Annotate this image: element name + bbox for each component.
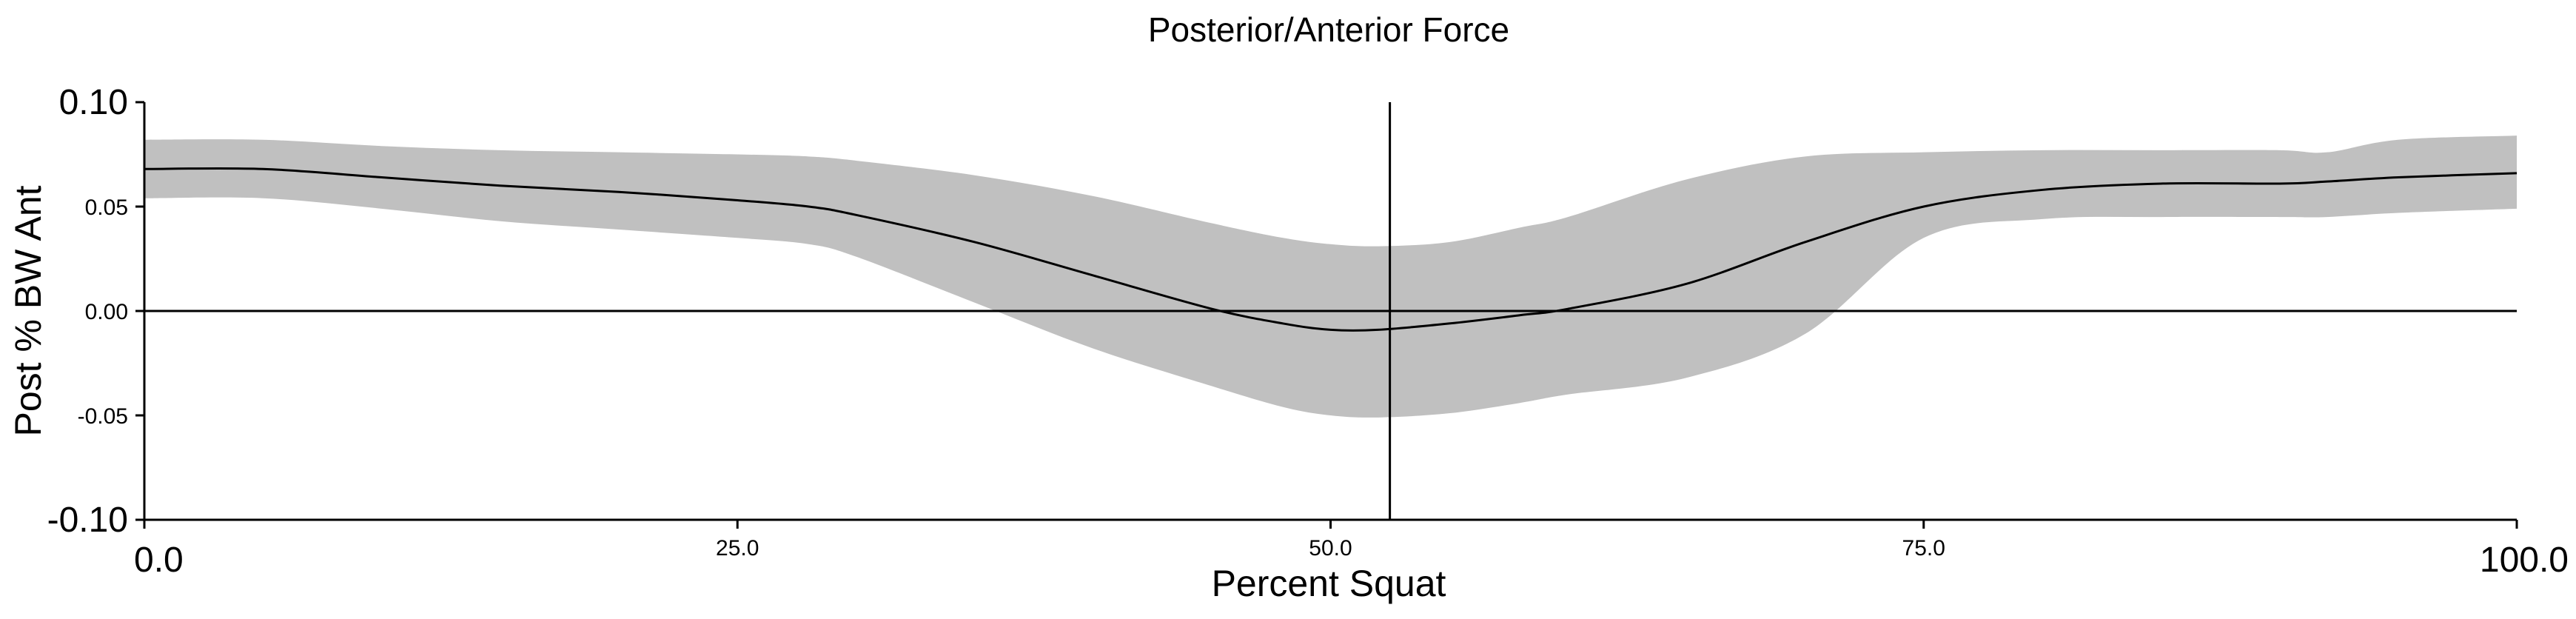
x-tick-label: 75.0 xyxy=(1902,536,1945,561)
y-tick-label: 0.00 xyxy=(85,300,128,324)
mean-series-line xyxy=(144,167,2518,332)
x-ticks: 0.0 25.0 50.0 75.0 100.0 xyxy=(134,520,2569,580)
reference-lines xyxy=(144,102,2517,520)
x-tick-label: 25.0 xyxy=(716,536,759,561)
y-axis-label: Post % BW Ant xyxy=(7,185,49,436)
y-tick-label: -0.10 xyxy=(47,501,128,540)
x-tick-label: 0.0 xyxy=(134,541,184,580)
sd-band-area xyxy=(144,135,2517,418)
confidence-band xyxy=(144,135,2517,418)
mean-line xyxy=(144,167,2518,332)
y-tick-label: 0.10 xyxy=(59,83,128,122)
y-tick-label: -0.05 xyxy=(78,404,128,429)
y-ticks: 0.10 0.05 0.00 -0.05 -0.10 xyxy=(47,83,144,540)
chart-title: Posterior/Anterior Force xyxy=(1148,10,1509,49)
x-tick-label: 100.0 xyxy=(2480,541,2569,580)
x-axis-label: Percent Squat xyxy=(1212,563,1446,604)
x-tick-label: 50.0 xyxy=(1309,536,1352,561)
y-tick-label: 0.05 xyxy=(85,195,128,220)
